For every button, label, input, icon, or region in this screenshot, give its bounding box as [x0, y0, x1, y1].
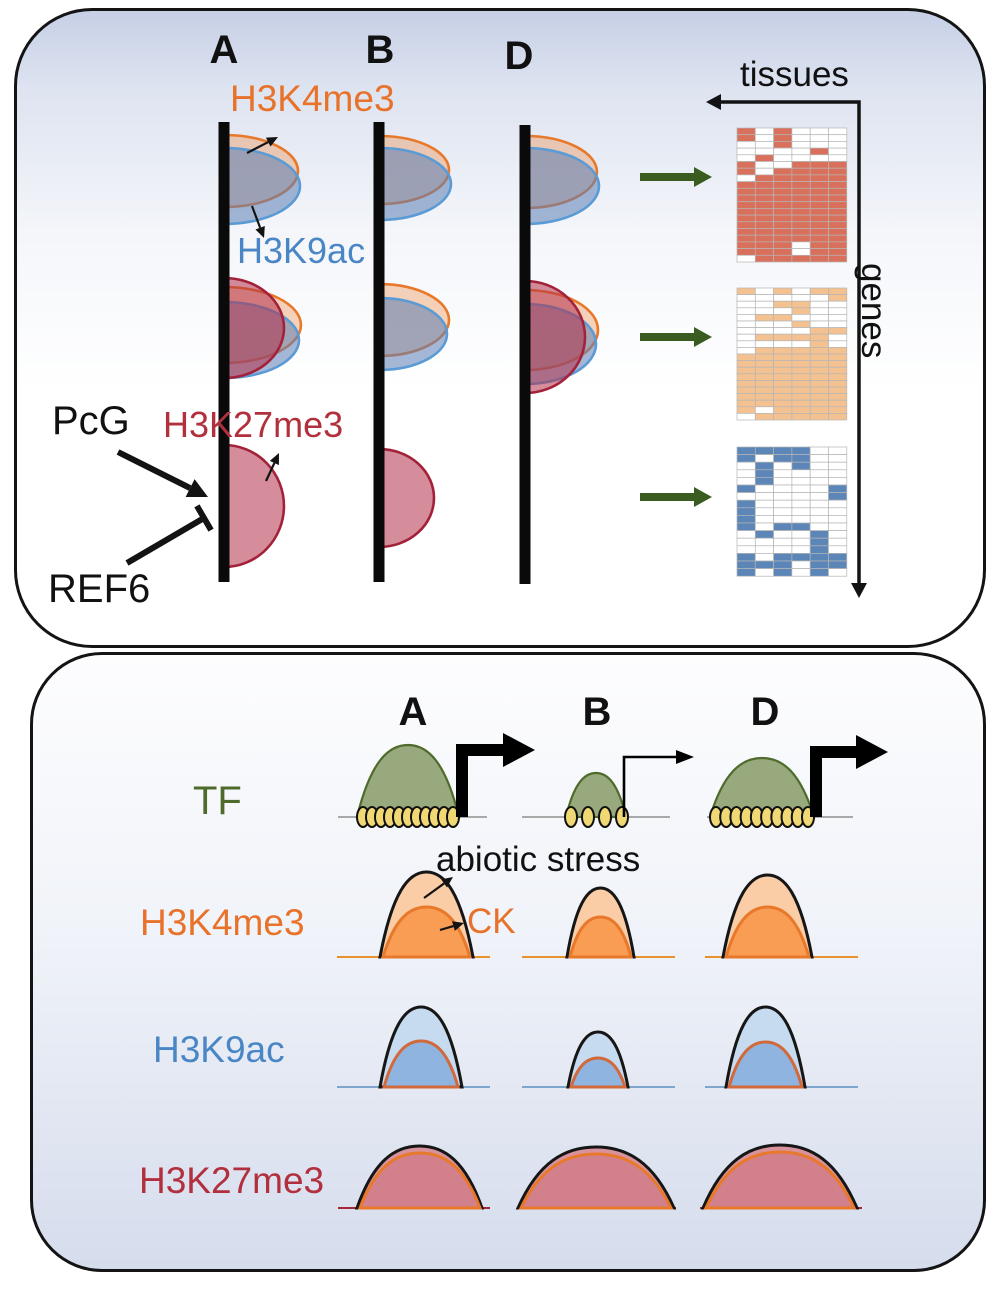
top-column-label-d: D [504, 34, 534, 78]
h3k9ac-label-top: H3K9ac [237, 230, 366, 271]
h3k4me3-row-label: H3K4me3 [140, 902, 305, 943]
genes-axis-label: genes [854, 263, 893, 359]
top-column-label-b: B [365, 28, 395, 72]
abiotic-stress-label: abiotic stress [436, 840, 641, 879]
top-panel [14, 8, 986, 648]
tf-row-label: TF [193, 779, 242, 823]
h3k9ac-row-label: H3K9ac [153, 1029, 285, 1070]
h3k4me3-label-top: H3K4me3 [230, 78, 395, 119]
h3k27me3-row-label: H3K27me3 [139, 1160, 325, 1201]
tissues-axis-label: tissues [740, 55, 849, 94]
pcg-label: PcG [52, 399, 130, 443]
bottom-column-label-a: A [398, 690, 428, 734]
bottom-column-label-b: B [582, 690, 612, 734]
ck-label: CK [467, 902, 516, 941]
bottom-column-label-d: D [750, 690, 780, 734]
ref6-label: REF6 [48, 567, 151, 611]
h3k27me3-label-top: H3K27me3 [163, 404, 344, 445]
top-column-label-a: A [209, 28, 239, 72]
